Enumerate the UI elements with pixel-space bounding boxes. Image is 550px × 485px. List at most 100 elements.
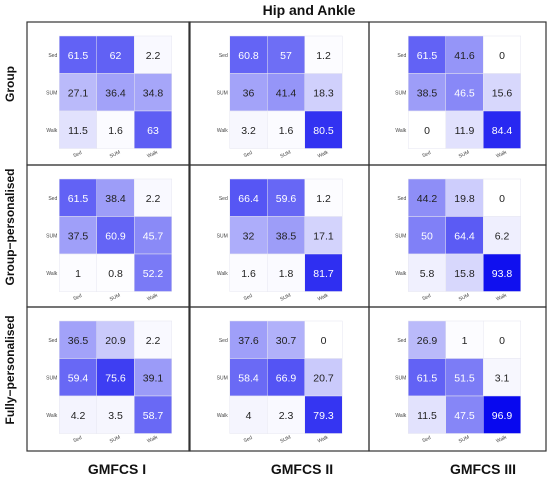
cell-value-label: 0 <box>499 335 505 347</box>
heatmap-cell <box>483 320 521 359</box>
y-tick-label: SUM <box>217 233 228 239</box>
panel-frame <box>368 306 547 452</box>
cell-value-label: 4 <box>246 410 252 422</box>
x-tick-label: SUM <box>109 435 122 445</box>
x-tick-label: Walk <box>146 292 159 302</box>
panel-group-personalised-gmfcs-i: 61.5 38.4 2.2 37.5 60.9 45.7 1 0.8 52.2 Sed SUM Wal… <box>26 164 191 308</box>
cell-value-label: 1.6 <box>108 125 123 137</box>
cell-value-label: 60.9 <box>105 230 126 242</box>
cell-value-label: 30.7 <box>276 335 297 347</box>
row-label-group: Group <box>3 66 17 102</box>
y-tick-label: Sed <box>397 196 406 202</box>
y-tick-label: Sed <box>48 338 57 344</box>
cell-value-label: 0 <box>424 125 430 137</box>
cell-value-label: 11.5 <box>68 125 88 137</box>
cell-value-label: 58.4 <box>238 372 259 384</box>
heatmap-cell <box>408 216 446 255</box>
x-tick-label: Walk <box>495 292 508 302</box>
cell-value-label: 20.9 <box>105 335 126 347</box>
y-tick-label: SUM <box>46 233 57 239</box>
cell-value-label: 2.3 <box>279 410 294 422</box>
col-label-gmfcs-1: GMFCS I <box>88 461 146 477</box>
cell-value-label: 66.9 <box>276 372 297 384</box>
x-tick-label: Sed <box>72 435 83 444</box>
panel-group-gmfcs-i: 61.5 62 2.2 27.1 36.4 34.8 11.5 1.6 63 Sed SUM Walk… <box>26 21 191 166</box>
y-tick-label: Walk <box>46 128 57 134</box>
x-tick-label: Walk <box>317 434 330 444</box>
heatmap-cell <box>96 395 135 434</box>
cell-value-label: 39.1 <box>143 372 164 384</box>
cell-value-label: 3.1 <box>495 372 510 384</box>
heatmap-cell <box>445 320 484 359</box>
x-tick-label: SUM <box>109 293 122 303</box>
heatmap-cell <box>229 216 268 255</box>
cell-value-label: 6.2 <box>495 230 510 242</box>
cell-value-label: 61.5 <box>417 50 438 62</box>
heatmap-cell <box>96 178 135 217</box>
heatmap-cell <box>304 358 343 397</box>
x-tick-label: Sed <box>421 150 432 159</box>
heatmap-cell <box>96 35 135 74</box>
cell-value-label: 81.7 <box>313 268 334 280</box>
cell-value-label: 0.8 <box>108 268 123 280</box>
cell-value-label: 20.7 <box>313 372 334 384</box>
cell-value-label: 59.6 <box>276 193 297 205</box>
panel-fully-personalised-gmfcs-i: 36.5 20.9 2.2 59.4 75.6 39.1 4.2 3.5 58.7 Sed SUM W… <box>26 306 191 452</box>
heatmap-cell <box>267 320 305 359</box>
row-label-fully-personalised-text: Fully−personalised <box>3 315 17 424</box>
cell-value-label: 26.9 <box>417 335 438 347</box>
heatmap-cell <box>267 395 305 434</box>
cell-value-label: 47.5 <box>454 410 475 422</box>
cell-value-label: 1.2 <box>316 50 331 62</box>
cell-value-label: 63 <box>147 125 159 137</box>
y-tick-label: Walk <box>395 128 406 134</box>
y-tick-label: Walk <box>395 413 406 419</box>
heatmap-cell <box>134 110 172 149</box>
y-tick-label: Sed <box>48 196 57 202</box>
x-tick-label: Sed <box>243 293 254 302</box>
y-tick-label: Walk <box>46 413 57 419</box>
cell-value-label: 44.2 <box>417 193 438 205</box>
y-tick-label: Walk <box>217 128 228 134</box>
cell-value-label: 1 <box>462 335 468 347</box>
cell-value-label: 66.4 <box>238 193 259 205</box>
panel-group-gmfcs-ii: 60.8 57 1.2 36 41.4 18.3 3.2 1.6 80.5 Sed SUM Walk S… <box>188 21 370 166</box>
y-tick-label: Sed <box>219 53 228 59</box>
cell-value-label: 19.8 <box>454 193 475 205</box>
heatmap-cell <box>229 178 268 217</box>
heatmap-cell <box>267 178 305 217</box>
cell-value-label: 64.4 <box>454 230 475 242</box>
cell-value-label: 62 <box>110 50 122 62</box>
cell-value-label: 57 <box>280 50 292 62</box>
cell-value-label: 11.5 <box>417 410 437 422</box>
heatmap-cell <box>408 73 446 112</box>
x-tick-label: SUM <box>458 435 471 445</box>
x-tick-label: SUM <box>109 150 122 160</box>
x-tick-label: SUM <box>279 150 292 160</box>
cell-value-label: 1.8 <box>279 268 294 280</box>
heatmap-cell <box>304 253 343 292</box>
cell-value-label: 32 <box>243 230 255 242</box>
heatmap-cell <box>304 73 343 112</box>
x-tick-label: SUM <box>458 150 471 160</box>
panel-frame <box>26 306 191 452</box>
y-tick-label: SUM <box>46 90 57 96</box>
heatmap-cell <box>229 320 268 359</box>
y-tick-label: SUM <box>46 375 57 381</box>
heatmap-cell <box>408 35 446 74</box>
heatmap-panels: 61.5 62 2.2 27.1 36.4 34.8 11.5 1.6 63 Sed SUM Walk… <box>26 21 547 452</box>
x-tick-label: Walk <box>317 292 330 302</box>
cell-value-label: 15.6 <box>492 87 513 99</box>
y-tick-label: SUM <box>395 375 406 381</box>
cell-value-label: 0 <box>321 335 327 347</box>
cell-value-label: 1.2 <box>316 193 331 205</box>
heatmap-cell <box>59 110 97 149</box>
heatmap-cell <box>408 320 446 359</box>
cell-value-label: 79.3 <box>313 410 334 422</box>
heatmap-cell <box>445 253 484 292</box>
heatmap-cell <box>445 35 484 74</box>
cell-value-label: 50 <box>421 230 433 242</box>
cell-value-label: 36 <box>243 87 255 99</box>
cell-value-label: 27.1 <box>68 87 89 99</box>
